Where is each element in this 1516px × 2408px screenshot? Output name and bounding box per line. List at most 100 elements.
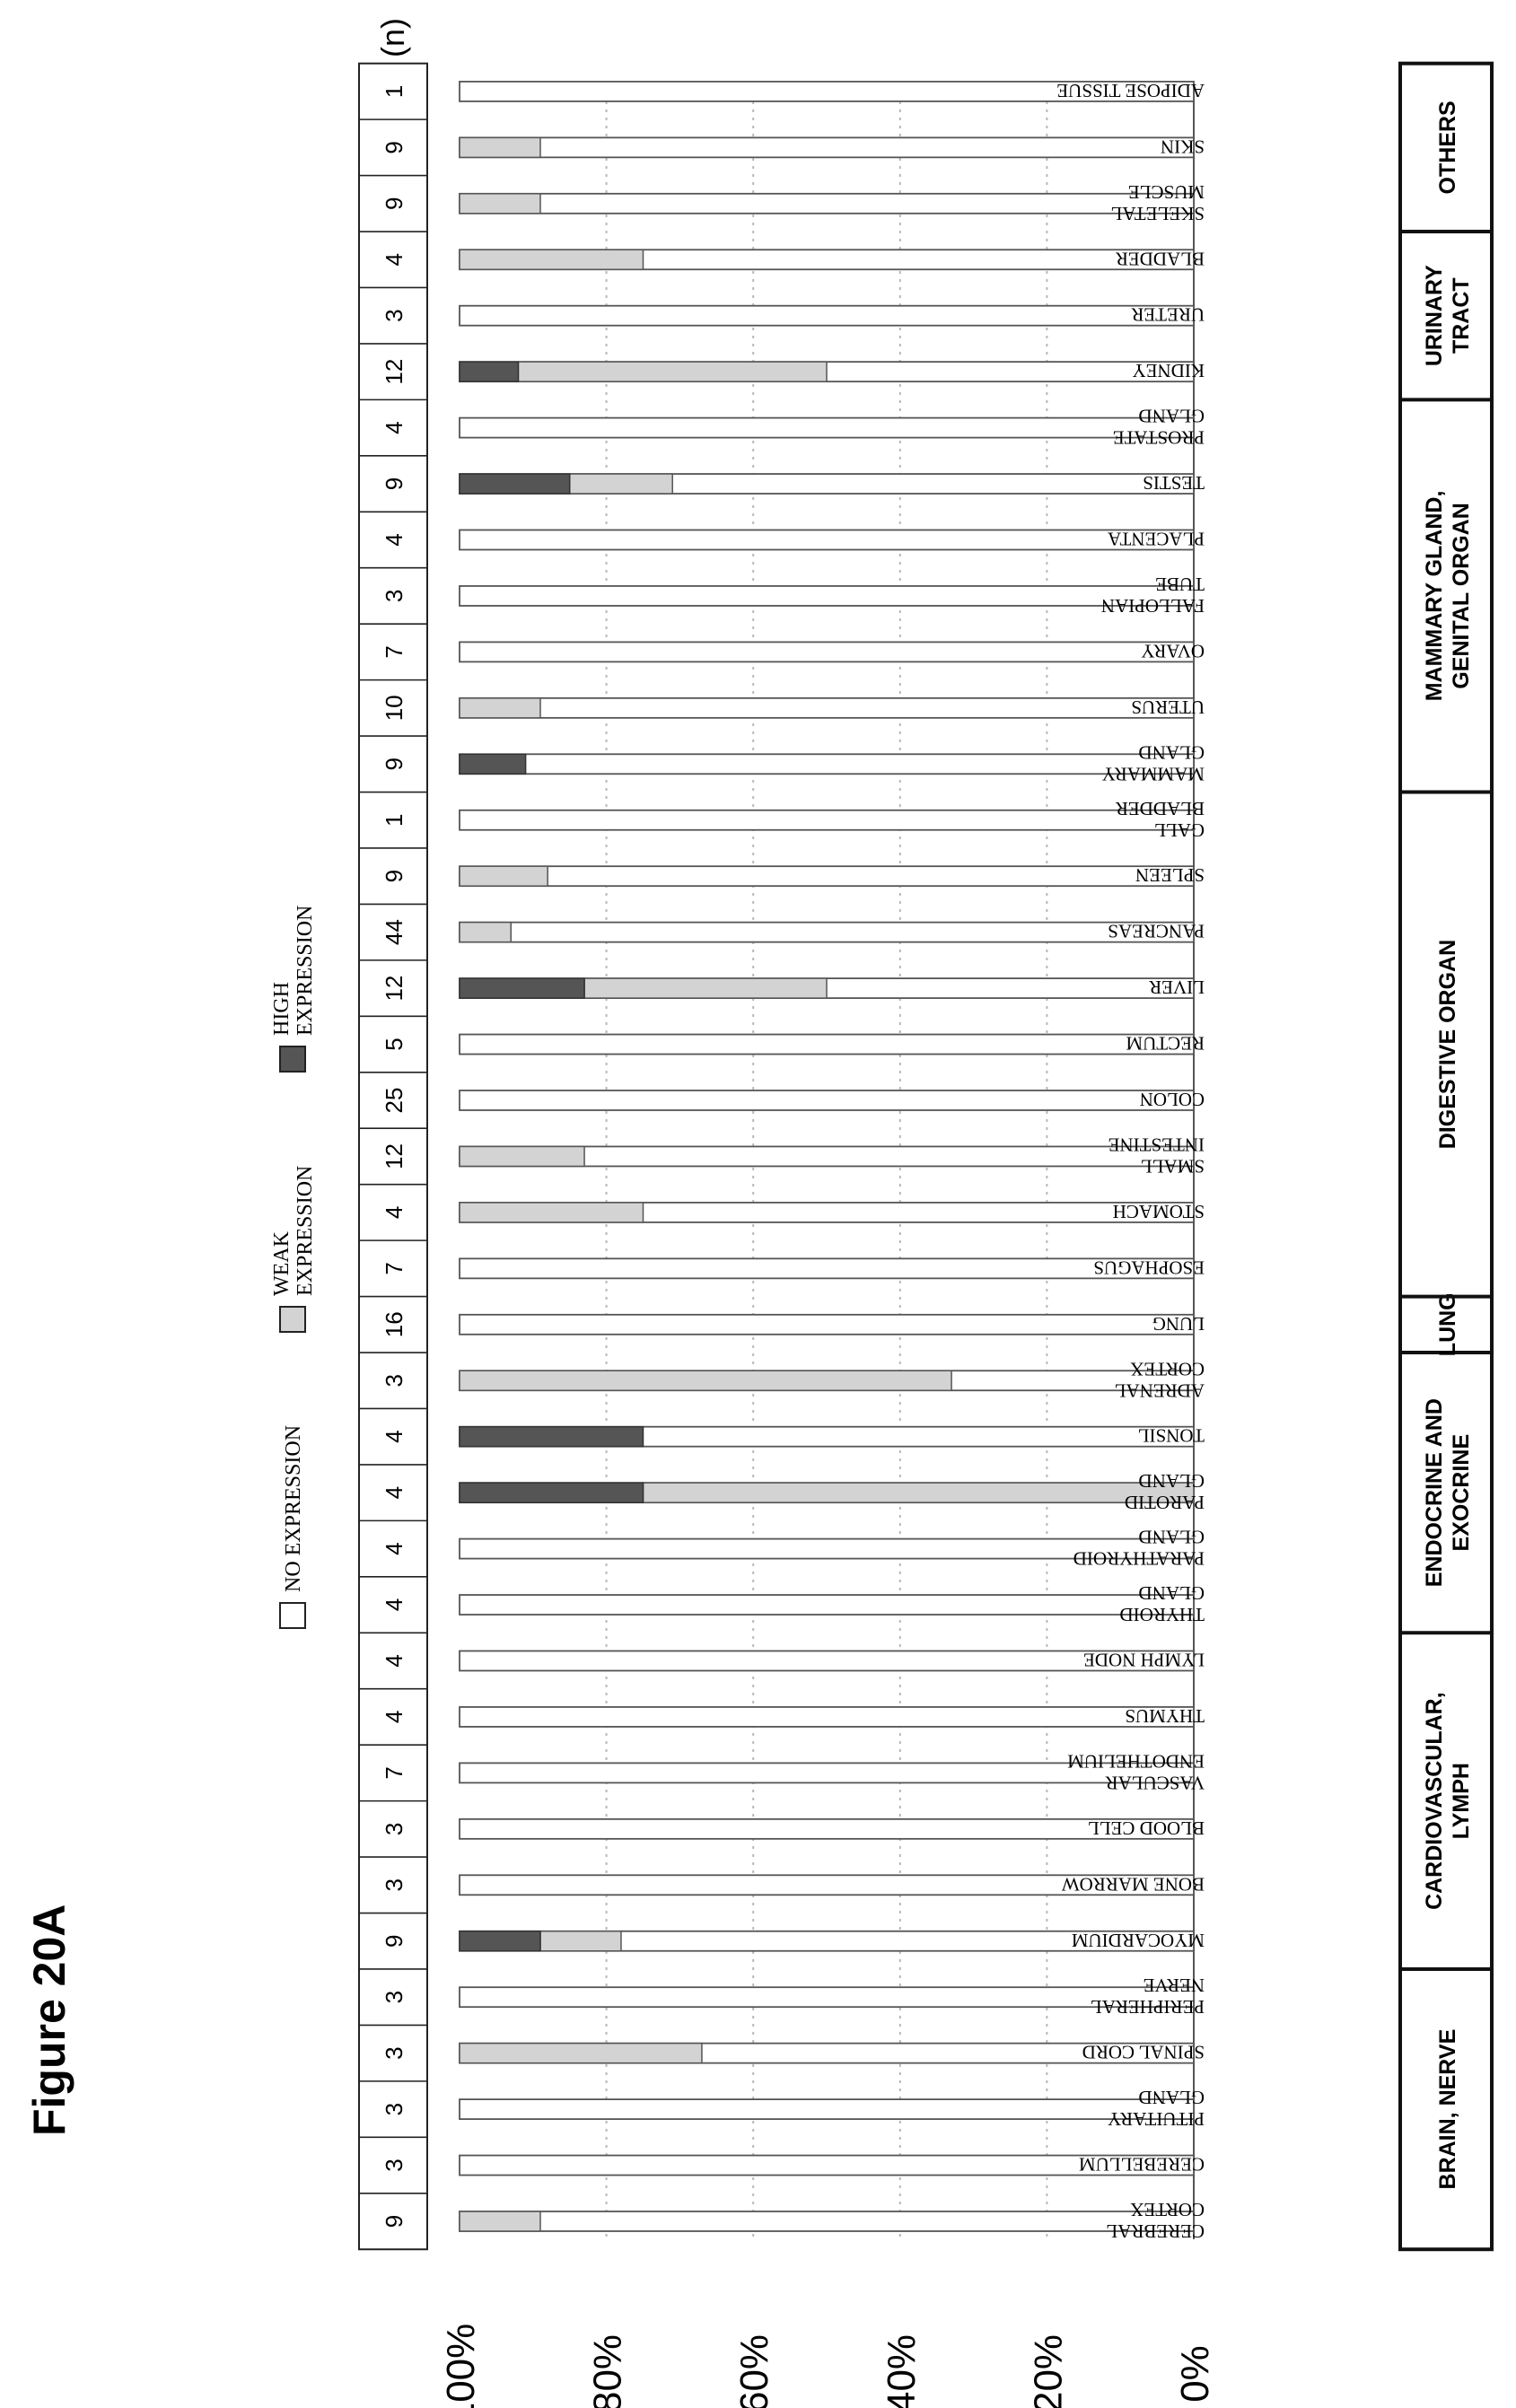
bar-group (459, 809, 1195, 831)
bar-group (459, 696, 1195, 719)
n-value: 44 (381, 919, 407, 945)
category-label: BONE MARROW (1062, 1873, 1205, 1895)
n-column: 9333393374444443167412255124491910734941… (358, 18, 428, 2251)
category-label-line: MAMMARY (1102, 763, 1205, 784)
bar-no-expression (459, 1650, 1195, 1672)
category-label-line: OVARY (1141, 640, 1205, 661)
category-label: ESOPHAGUS (1093, 1257, 1205, 1278)
n-value: 1 (381, 814, 407, 827)
group-label: BRAIN, NERVE (1435, 2029, 1460, 2190)
category-label: SPINAL CORD (1082, 2042, 1205, 2063)
bar-group (459, 136, 1195, 159)
bar-no-expression (459, 2154, 1195, 2176)
bar-high-expression (459, 361, 520, 382)
group-label: OTHERS (1435, 101, 1460, 194)
bar-group (459, 81, 1195, 102)
bar-group (459, 416, 1195, 439)
bar-group (459, 304, 1195, 327)
category-label-line: PROSTATE (1113, 427, 1205, 449)
n-value: 7 (381, 645, 407, 658)
n-value: 9 (381, 870, 407, 882)
category-label-line: TUBE (1155, 574, 1205, 595)
legend-label: NO EXPRESSION (282, 1425, 305, 1592)
n-value: 12 (381, 359, 407, 385)
group-label-line: LYMPH (1449, 1763, 1474, 1839)
n-value: 9 (381, 2215, 407, 2228)
group-label-line: OTHERS (1435, 101, 1460, 194)
bar-no-expression (459, 1817, 1195, 1840)
bar-group (459, 1762, 1195, 1784)
n-value: 7 (381, 1262, 407, 1274)
category-label: URETER (1131, 304, 1205, 326)
y-tick-label: 40% (880, 2334, 924, 2408)
legend-label: WEAK EXPRESSION (270, 1166, 317, 1296)
bar-weak-expression (539, 1931, 622, 1952)
category-label-line: FALLOPIAN (1101, 595, 1205, 617)
group-label-line: BRAIN, NERVE (1435, 2029, 1460, 2190)
bar-no-expression (459, 1706, 1195, 1728)
bar-no-expression (459, 136, 1195, 159)
bar-no-expression (459, 416, 1195, 439)
category-label-line: NERVE (1144, 1975, 1205, 1996)
category-label-line: PANCREAS (1108, 921, 1205, 942)
category-label-line: SKELETAL (1111, 203, 1205, 224)
n-value: 12 (381, 976, 407, 1002)
bar-no-expression (459, 641, 1195, 663)
group-label: ENDOCRINE AND EXOCRINE (1422, 1398, 1474, 1587)
bar-no-expression (459, 585, 1195, 607)
bar-group (459, 529, 1195, 551)
category-label-line: GLAND (1139, 741, 1205, 763)
bar-weak-expression (459, 2042, 703, 2064)
category-label: ADIPOSE TISSUE (1056, 80, 1205, 101)
category-label: BLOOD CELL (1088, 1817, 1205, 1839)
n-value: 5 (381, 1038, 407, 1050)
legend-label-line: NO EXPRESSION (282, 1425, 305, 1592)
category-label: LYMPH NODE (1083, 1650, 1205, 1671)
category-label-line: ADIPOSE TISSUE (1056, 80, 1205, 101)
category-label-line: BLOOD CELL (1088, 1817, 1205, 1839)
bar-high-expression (459, 473, 571, 495)
category-label-line: THYROID (1120, 1604, 1205, 1625)
category-label-line: VASCULAR (1106, 1772, 1205, 1793)
category-label: BLADDER (1116, 248, 1205, 269)
category-label-line: MUSCLE (1128, 181, 1205, 203)
category-label-line: BONE MARROW (1062, 1873, 1205, 1895)
n-value: 3 (381, 2103, 407, 2115)
category-label-line: GLAND (1139, 406, 1205, 427)
group-label-line: DIGESTIVE ORGAN (1435, 940, 1460, 1149)
bar-no-expression (459, 2098, 1195, 2121)
bar-no-expression (459, 81, 1195, 102)
n-value: 4 (381, 1654, 407, 1667)
bar-group (459, 753, 1195, 775)
group-label-line: EXOCRINE (1449, 1434, 1474, 1552)
category-label: TONSIL (1138, 1425, 1205, 1447)
bar-group (459, 1650, 1195, 1672)
category-label-line: BLADDER (1116, 798, 1205, 819)
bar-weak-expression (459, 1145, 585, 1168)
n-header: (n) (374, 18, 411, 57)
n-value: 4 (381, 1711, 407, 1723)
group-label-line: MAMMARY GLAND, (1422, 491, 1447, 702)
category-label-line: TESTIS (1143, 472, 1205, 494)
bar-no-expression (459, 696, 1195, 719)
category-label-line: THYMUS (1125, 1705, 1205, 1727)
bar-weak-expression (568, 473, 673, 495)
n-table-frame (358, 62, 428, 2251)
bar-group (459, 2211, 1195, 2232)
group-label: CARDIOVASCULAR, LYMPH (1422, 1692, 1474, 1910)
bar-group (459, 585, 1195, 607)
n-value: 3 (381, 1823, 407, 1835)
bar-high-expression (459, 1931, 541, 1952)
n-value: 16 (381, 1311, 407, 1337)
legend-swatch (279, 1306, 306, 1333)
n-value: 10 (381, 695, 407, 721)
legend-swatch (279, 1046, 306, 1073)
bar-group (459, 1706, 1195, 1728)
category-labels: CEREBRALCORTEXCEREBELLUMPITUITARYGLANDSP… (1056, 80, 1205, 2242)
category-label-line: RECTUM (1126, 1033, 1205, 1055)
